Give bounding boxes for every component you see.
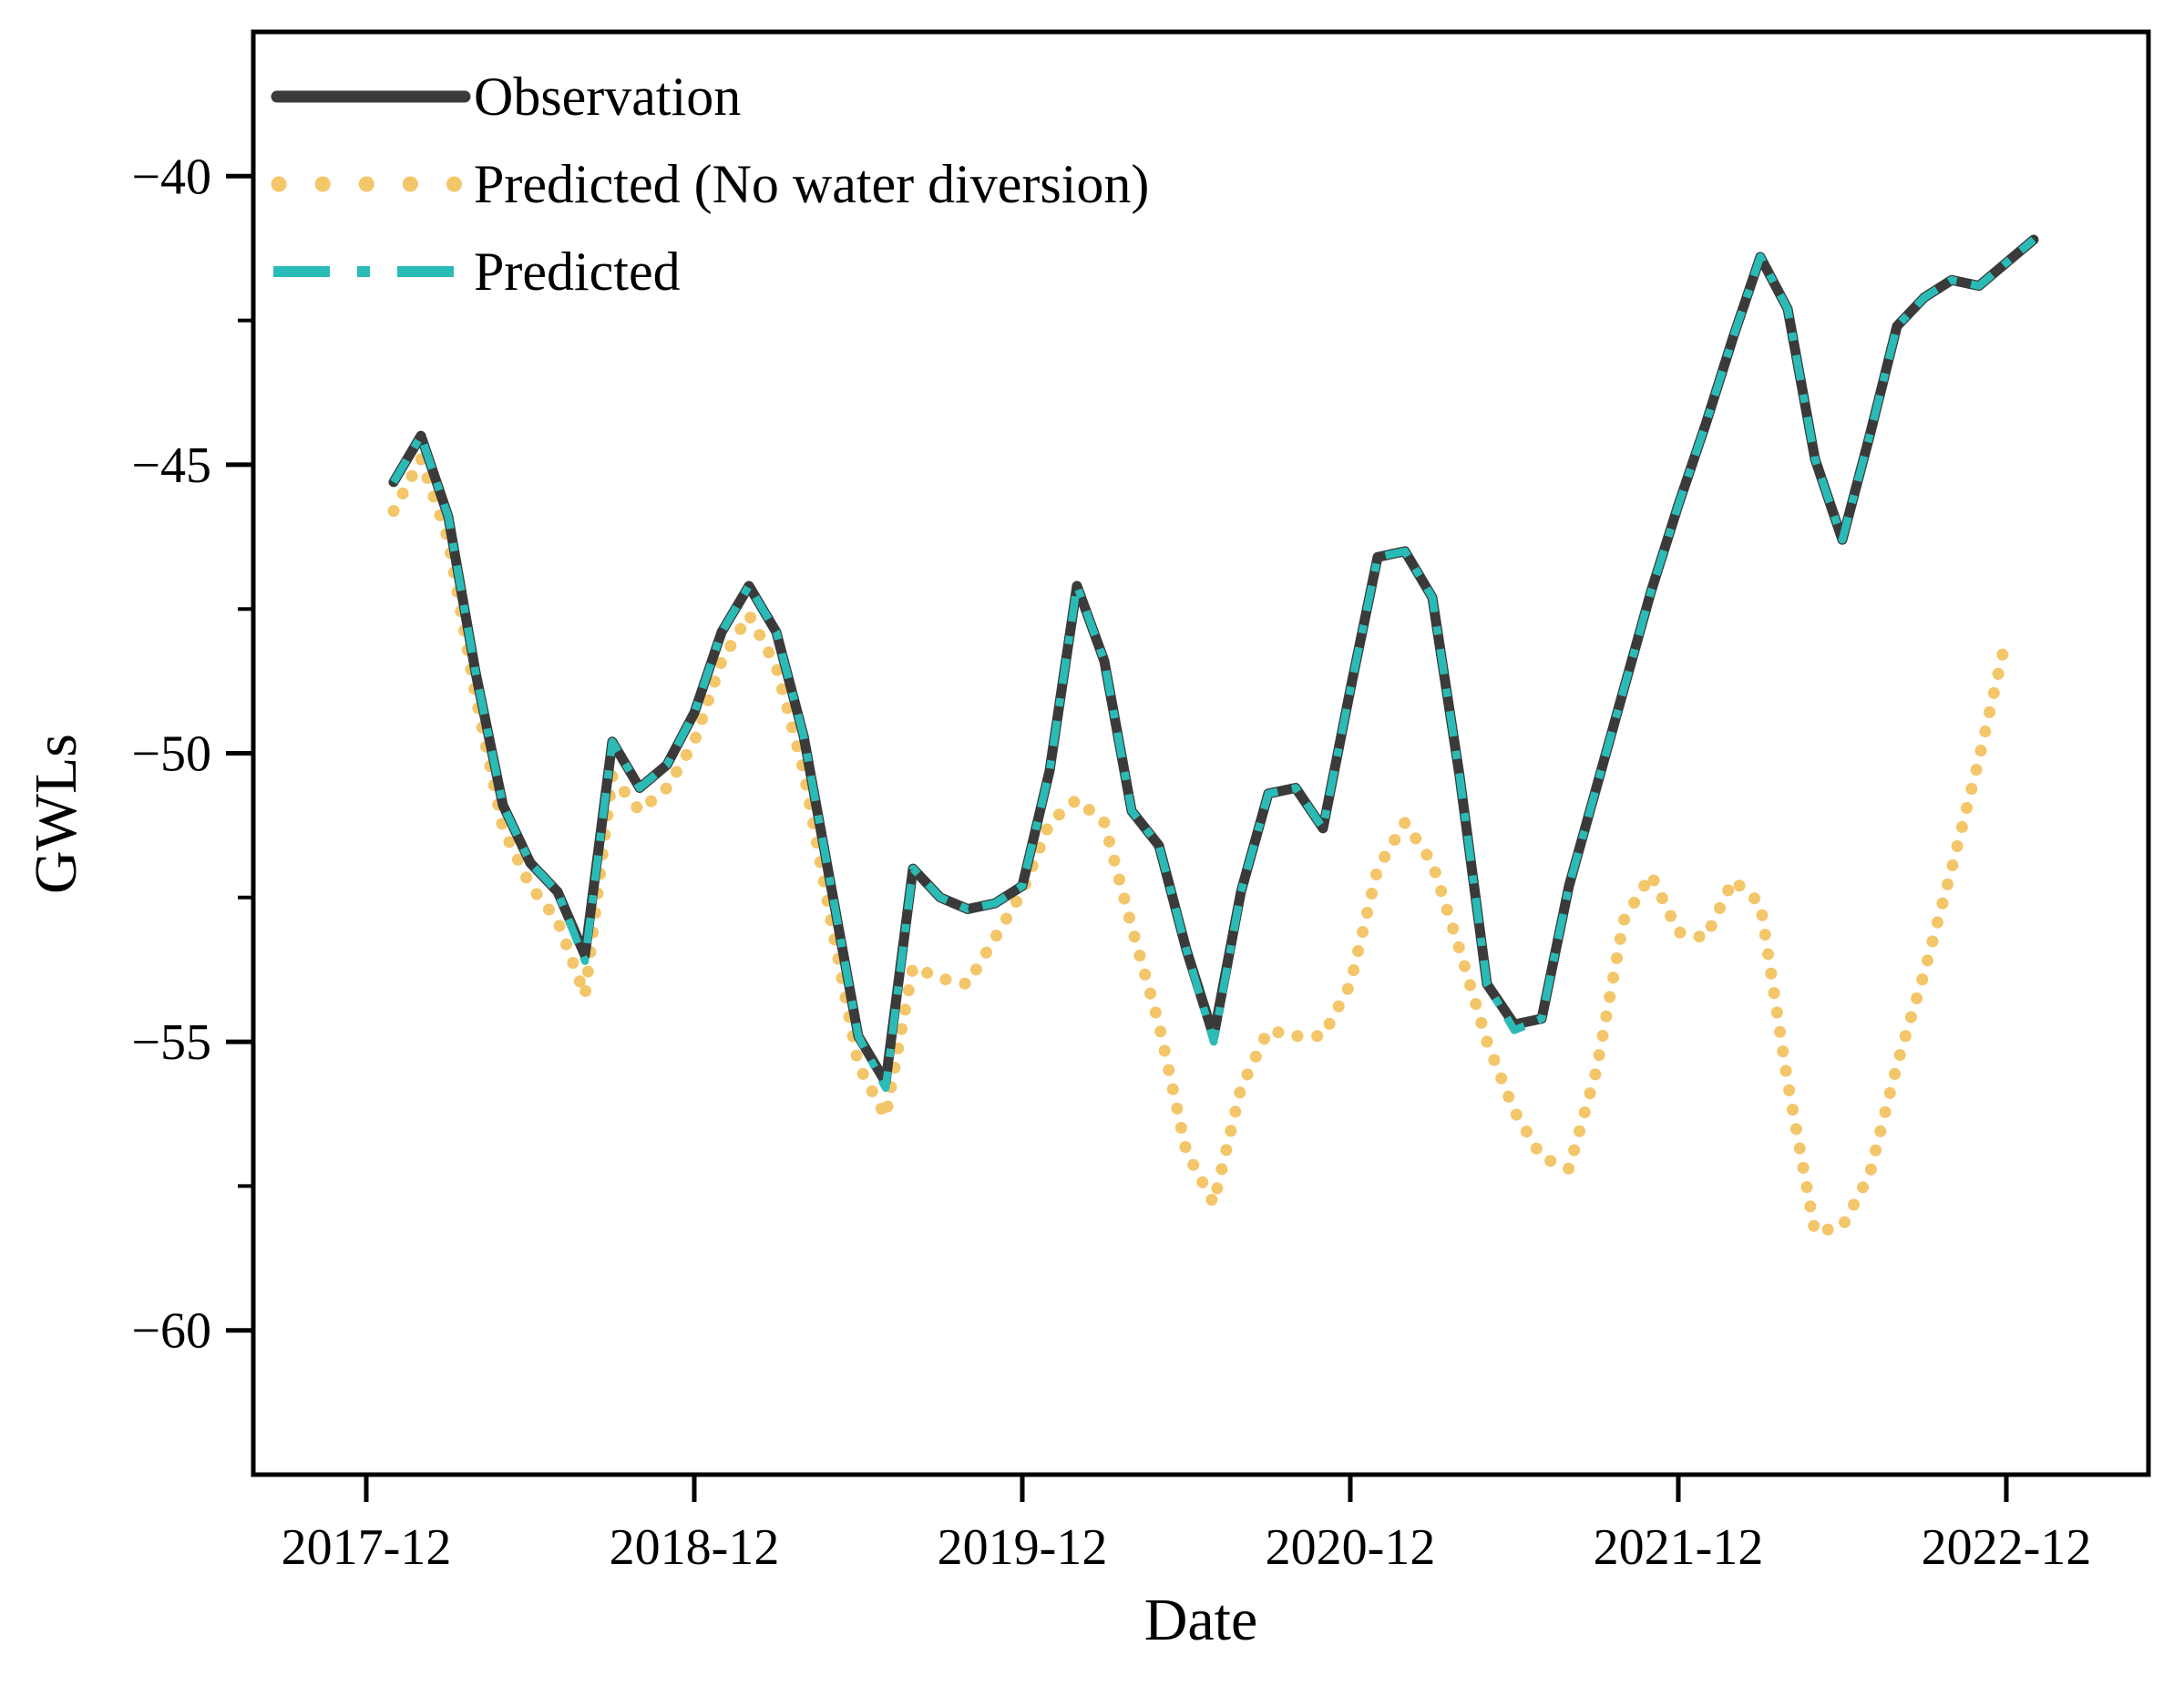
legend-label-observation: Observation (474, 67, 742, 127)
series-predicted-no-water-diversion (387, 453, 2013, 1239)
dashdot-line-swatch (273, 266, 468, 277)
observation-line-swatch (271, 90, 471, 103)
y-tick-label: −55 (131, 1014, 211, 1071)
legend-item-observation: Observation (270, 53, 1149, 140)
dotted-line-swatch (271, 176, 472, 192)
legend-item-predicted-no-diversion: Predicted (No water diversion) (270, 140, 1149, 228)
x-tick-label: 2021-12 (1594, 1519, 1764, 1576)
y-tick-label: −40 (131, 149, 211, 205)
x-tick-label: 2020-12 (1266, 1519, 1436, 1576)
x-tick-label: 2022-12 (1922, 1519, 2092, 1576)
y-axis-title: GWLs (23, 734, 89, 894)
x-tick-label: 2017-12 (282, 1519, 452, 1576)
y-tick-label: −45 (131, 437, 211, 494)
y-tick-label: −50 (131, 726, 211, 783)
legend: Observation Predicted (No water diversio… (270, 53, 1149, 315)
legend-label-predicted-no-diversion: Predicted (No water diversion) (474, 154, 1150, 214)
series-observation (388, 234, 2039, 1087)
x-axis-title: Date (1143, 1587, 1258, 1653)
series-predicted (390, 236, 2036, 1093)
y-tick-label: −60 (131, 1303, 211, 1360)
legend-label-predicted: Predicted (474, 242, 681, 302)
legend-item-predicted: Predicted (270, 228, 1149, 315)
x-tick-label: 2019-12 (938, 1519, 1108, 1576)
x-tick-label: 2018-12 (610, 1519, 780, 1576)
